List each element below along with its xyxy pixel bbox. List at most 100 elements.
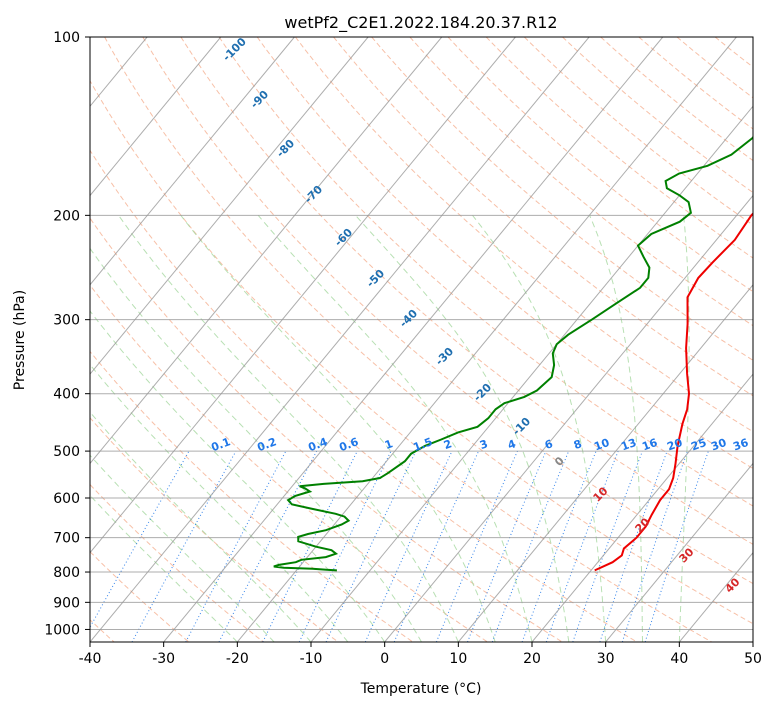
- mixing-ratio-line: [521, 450, 597, 642]
- moist-adiabat-line: [472, 214, 607, 642]
- temperature-profile-line: [594, 212, 753, 572]
- dry-adiabat-line: [256, 37, 753, 470]
- y-tick-label: 200: [53, 208, 80, 224]
- dry-adiabat-line: [90, 79, 712, 642]
- mixing-ratio-line: [364, 450, 453, 642]
- plot-frame: [89, 36, 754, 643]
- mixing-ratio-label: 0.1: [209, 435, 232, 454]
- isotherm-line: [90, 37, 369, 375]
- dry-adiabat-line: [104, 37, 753, 625]
- isotherm-line: [457, 284, 753, 642]
- dry-adiabat-line: [90, 149, 638, 642]
- x-axis-label: Temperature (°C): [360, 681, 482, 697]
- x-tick-label: -30: [152, 651, 175, 667]
- mixing-ratio-line: [572, 450, 643, 642]
- moist-adiabat-line: [589, 215, 643, 642]
- moist-adiabat-line: [118, 215, 459, 642]
- mixing-ratio-label: 8: [572, 437, 584, 452]
- mixing-ratio-label: 6: [543, 437, 555, 452]
- mixing-ratio-label: 30: [709, 436, 728, 454]
- y-tick-label: 500: [53, 444, 80, 460]
- isotherm-line: [90, 37, 590, 642]
- y-tick-label: 1000: [44, 622, 80, 638]
- mixing-ratio-line: [393, 450, 480, 642]
- x-tick-label: 0: [380, 651, 389, 667]
- mixing-ratio-label: 0.4: [306, 435, 329, 454]
- dry-adiabat-line: [90, 483, 264, 642]
- isotherm-line: [605, 462, 753, 642]
- dry-adiabat-line: [371, 37, 753, 361]
- mixing-ratio-line: [599, 450, 668, 642]
- y-tick-label: 800: [53, 565, 80, 581]
- isotherm-line: [90, 37, 222, 197]
- mixing-ratio-line: [218, 450, 318, 642]
- isotherm-line: [384, 194, 753, 642]
- mixing-ratio-line: [545, 450, 619, 642]
- isotherm-line: [163, 37, 664, 642]
- mixing-ratio-line: [491, 450, 570, 642]
- mixing-ratio-label: 0.6: [337, 435, 360, 454]
- dry-adiabat-line: [295, 37, 753, 433]
- moist-adiabat-line: [90, 310, 386, 642]
- y-tick-label: 400: [53, 387, 80, 403]
- y-axis-label: Pressure (hPa): [12, 290, 28, 390]
- moist-adiabat-line: [90, 411, 312, 642]
- x-tick-label: 20: [523, 651, 541, 667]
- y-tick-label: 100: [53, 30, 80, 46]
- mixing-ratio-label: 1: [383, 437, 395, 452]
- isotherm-line: [531, 373, 753, 642]
- mixing-ratio-line: [262, 450, 358, 642]
- mixing-ratio-line: [435, 450, 518, 642]
- dewpoint-profile-line: [273, 135, 753, 572]
- grid-layer: [90, 37, 753, 642]
- mixing-ratio-label: 3: [478, 437, 490, 452]
- isotherm-line: [90, 37, 516, 554]
- mixing-ratio-label: 4: [506, 437, 518, 452]
- mixing-ratio-label: 20: [665, 436, 684, 454]
- mixing-ratio-line: [185, 450, 287, 642]
- x-tick-label: -20: [226, 651, 249, 667]
- dry-adiabat-line: [333, 37, 753, 397]
- dry-adiabat-line: [142, 37, 753, 585]
- isotherm-line: [236, 37, 737, 642]
- x-tick-label: 40: [670, 651, 688, 667]
- chart-title: wetPf2_C2E1.2022.184.20.37.R12: [284, 13, 557, 33]
- mixing-ratio-label: 36: [731, 436, 750, 454]
- x-tick-label: 10: [449, 651, 467, 667]
- mixing-ratio-label: 0.2: [255, 435, 278, 454]
- dry-adiabat-line: [447, 37, 753, 293]
- moist-adiabat-line: [257, 214, 533, 642]
- dry-adiabat-line: [218, 37, 753, 507]
- mixing-ratio-label: 16: [640, 436, 659, 454]
- isotherm-line: [90, 37, 443, 465]
- mixing-ratio-label: 13: [619, 436, 638, 453]
- dry-adiabat-line: [90, 217, 563, 642]
- moist-adiabat-line: [90, 454, 275, 642]
- moist-adiabat-line: [678, 215, 690, 642]
- dry-adiabat-line: [90, 284, 488, 642]
- y-tick-label: 300: [53, 313, 80, 329]
- isotherm-line: [90, 37, 295, 286]
- y-tick-label: 700: [53, 531, 80, 547]
- x-tick-label: -40: [79, 651, 102, 667]
- mixing-ratio-label: 1.5: [411, 435, 434, 454]
- data-layer: [273, 135, 753, 572]
- moist-adiabat-line: [90, 363, 349, 642]
- moist-adiabat-line: [90, 247, 422, 642]
- x-tick-label: 30: [597, 651, 615, 667]
- y-tick-label: 900: [53, 595, 80, 611]
- mixing-ratio-label: 2: [442, 437, 454, 452]
- mixing-ratio-label: 25: [689, 436, 708, 453]
- x-tick-label: 50: [744, 651, 762, 667]
- mixing-ratio-line: [467, 450, 547, 642]
- isotherm-line: [310, 105, 753, 642]
- tick-layer: -40 -30 -20 -10 0 10 20 30 40 5010020030040050060…: [44, 30, 762, 667]
- moist-adiabat-line: [180, 214, 496, 642]
- y-tick-label: 600: [53, 491, 80, 507]
- mixing-ratio-line: [644, 450, 709, 642]
- dry-adiabat-line: [90, 417, 339, 642]
- x-tick-label: -10: [300, 651, 323, 667]
- mixing-ratio-line: [621, 450, 689, 642]
